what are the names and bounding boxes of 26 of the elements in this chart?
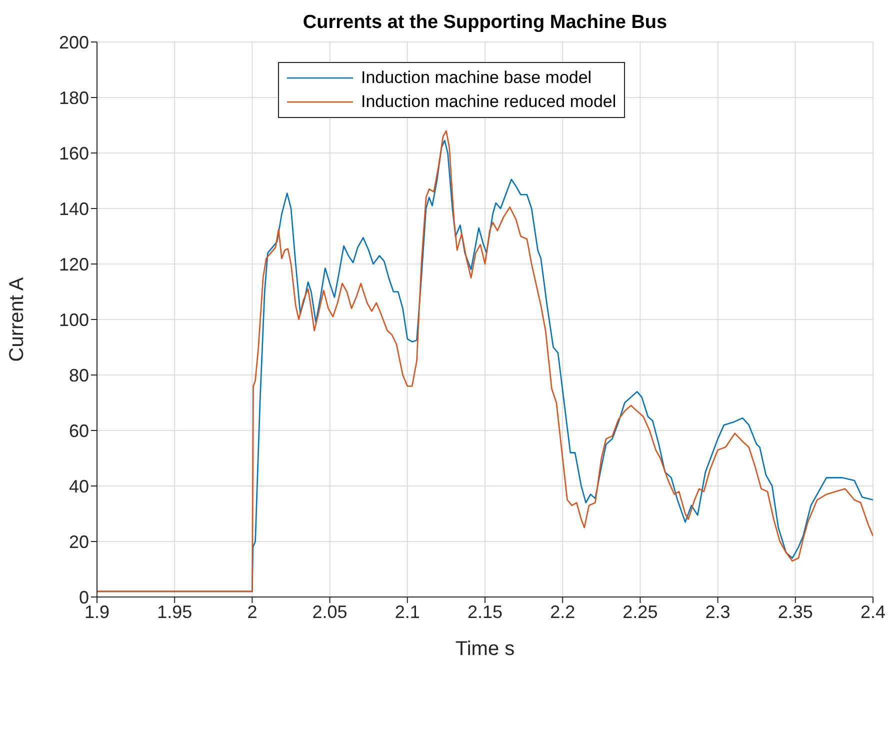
- chart-title: Currents at the Supporting Machine Bus: [302, 12, 668, 34]
- x-tick-label: 2.35: [778, 602, 813, 622]
- x-tick-label: 2: [247, 602, 258, 622]
- y-tick-label: 180: [58, 88, 89, 108]
- y-tick-label: 80: [68, 365, 89, 386]
- y-tick-label: 60: [68, 420, 89, 441]
- legend-label: Induction machine reduced model: [361, 91, 616, 113]
- legend-label: Induction machine base model: [361, 67, 592, 89]
- y-tick-label: 140: [58, 198, 89, 219]
- x-axis-title: Time s: [455, 638, 515, 660]
- y-tick-label: 20: [68, 532, 89, 552]
- y-tick-label: 120: [58, 254, 89, 274]
- x-tick-label: 2.1: [394, 602, 420, 622]
- x-tick-label: 2.2: [550, 602, 576, 622]
- y-tick-label: 40: [68, 476, 89, 496]
- x-tick-label: 2.25: [622, 602, 658, 622]
- x-tick-label: 1.95: [157, 602, 192, 622]
- y-tick-label: 200: [58, 32, 89, 52]
- x-tick-label: 2.3: [705, 602, 730, 622]
- y-tick-label: 160: [58, 143, 89, 164]
- x-tick-label: 2.05: [312, 602, 348, 622]
- x-tick-label: 2.15: [467, 602, 503, 622]
- y-axis-title: Current A: [6, 276, 28, 362]
- y-tick-label: 0: [78, 587, 89, 608]
- y-tick-label: 100: [58, 310, 89, 330]
- x-tick-label: 2.4: [860, 602, 886, 622]
